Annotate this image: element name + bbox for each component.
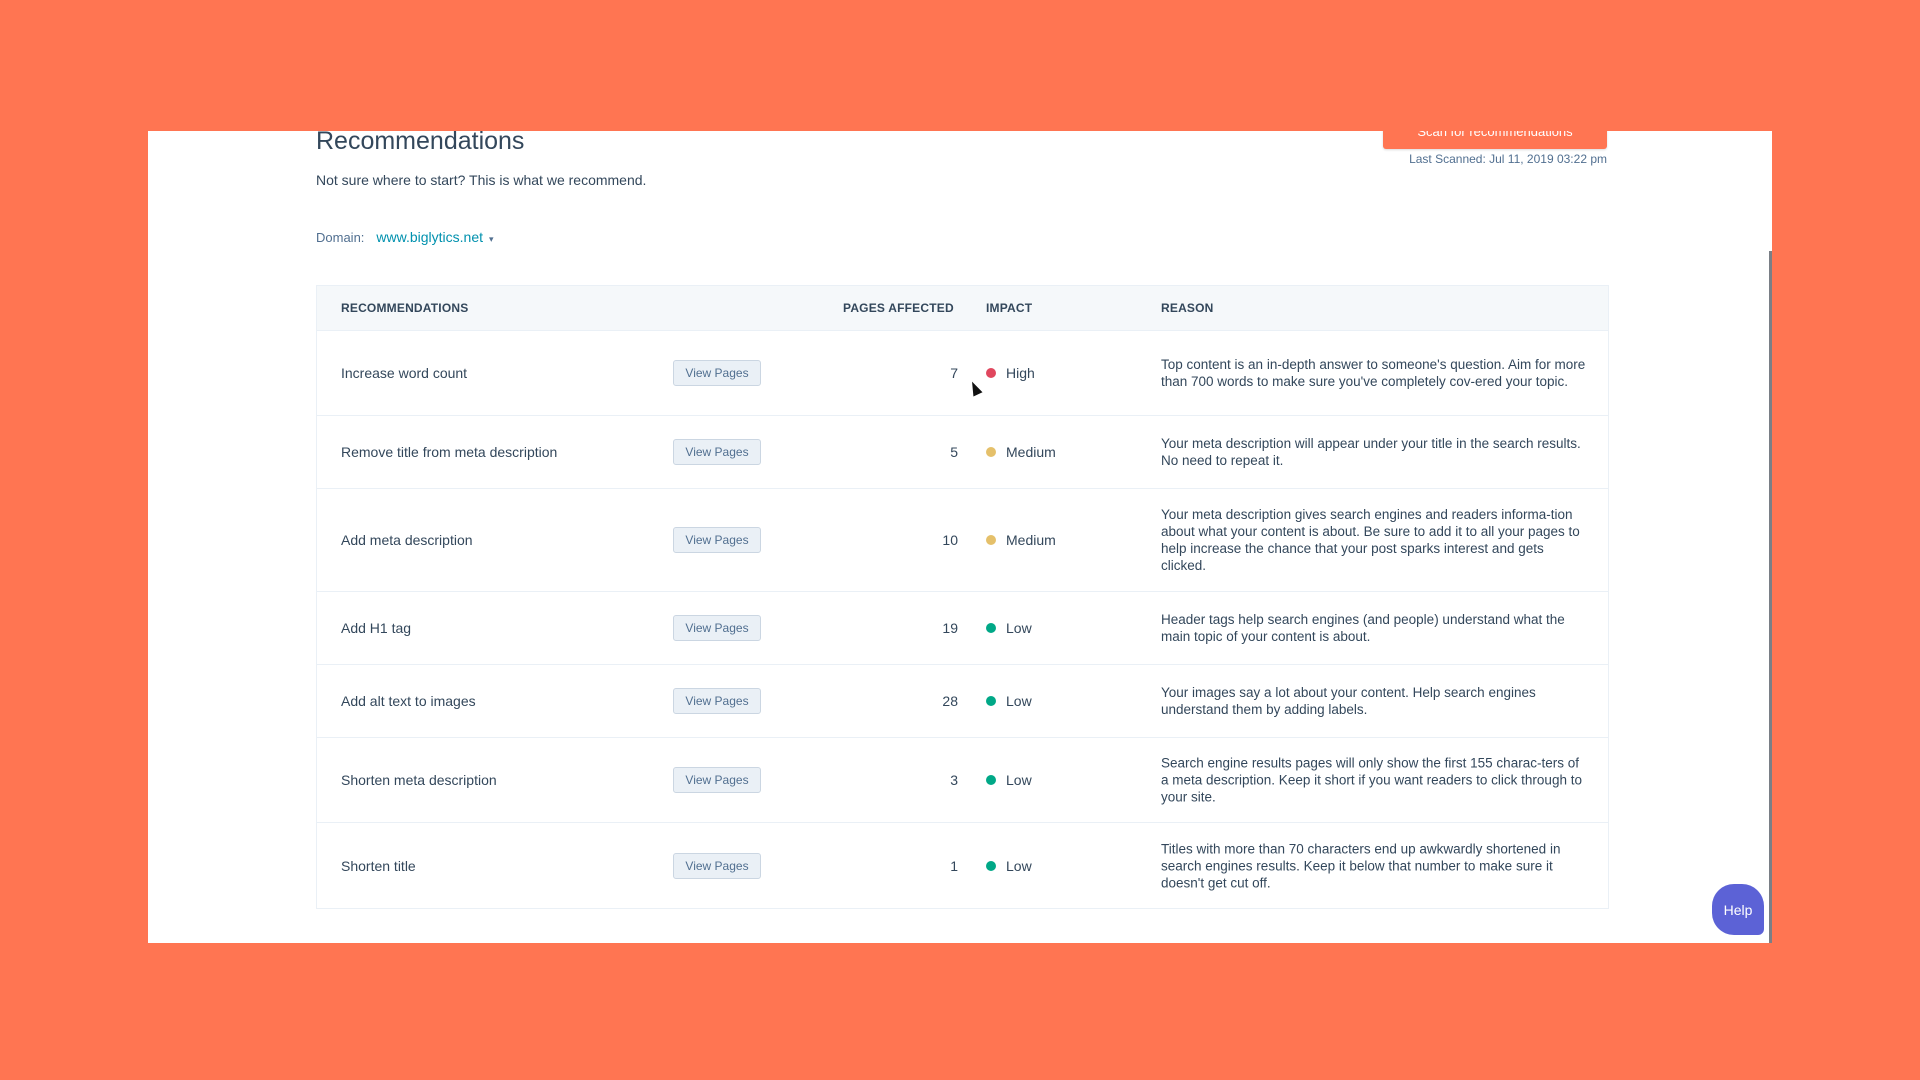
view-pages-button[interactable]: View Pages: [673, 615, 761, 641]
reason-text: Header tags help search engines (and peo…: [1161, 612, 1565, 644]
impact-badge: Low: [986, 772, 1032, 788]
column-header-pages-affected: PAGES AFFECTED: [843, 301, 954, 315]
impact-dot-icon: [986, 623, 996, 633]
domain-selector: Domain: www.biglytics.net ▾: [316, 229, 494, 245]
view-pages-button[interactable]: View Pages: [673, 360, 761, 386]
impact-dot-icon: [986, 447, 996, 457]
impact-badge: Low: [986, 858, 1032, 874]
column-header-impact: IMPACT: [986, 301, 1033, 315]
pages-affected: 19: [942, 620, 958, 636]
reason-text: Your meta description gives search engin…: [1161, 507, 1580, 573]
table-row: Add meta description View Pages 10 Mediu…: [317, 489, 1608, 592]
reason-text: Titles with more than 70 characters end …: [1161, 841, 1561, 890]
impact-badge: Medium: [986, 444, 1056, 460]
recommendation-name: Add H1 tag: [341, 620, 412, 636]
view-pages-button[interactable]: View Pages: [673, 527, 761, 553]
column-header-recommendations: RECOMMENDATIONS: [341, 301, 469, 315]
reason-text: Your images say a lot about your content…: [1161, 685, 1536, 717]
table-row: Increase word count View Pages 7 High To…: [317, 331, 1608, 416]
reason-text: Search engine results pages will only sh…: [1161, 755, 1582, 805]
impact-label: Medium: [1006, 532, 1056, 548]
scan-for-recommendations-button[interactable]: Scan for recommendations: [1383, 131, 1607, 149]
table-row: Add H1 tag View Pages 19 Low Header tags…: [317, 592, 1608, 665]
impact-badge: Low: [986, 693, 1032, 709]
impact-badge: Low: [986, 620, 1032, 636]
recommendations-table: RECOMMENDATIONS PAGES AFFECTED IMPACT RE…: [316, 285, 1609, 909]
impact-badge: High: [986, 365, 1035, 381]
last-scanned: Last Scanned: Jul 11, 2019 03:22 pm: [1409, 152, 1607, 166]
table-row: Shorten meta description View Pages 3 Lo…: [317, 738, 1608, 823]
impact-dot-icon: [986, 368, 996, 378]
pages-affected: 28: [942, 693, 958, 709]
pages-affected: 5: [950, 444, 958, 460]
recommendations-panel: Recommendations Not sure where to start?…: [148, 131, 1772, 943]
view-pages-button[interactable]: View Pages: [673, 439, 761, 465]
table-row: Remove title from meta description View …: [317, 416, 1608, 489]
table-row: Shorten title View Pages 1 Low Titles wi…: [317, 823, 1608, 908]
pages-affected: 1: [950, 857, 958, 874]
scrollbar[interactable]: [1769, 251, 1772, 943]
help-button[interactable]: Help: [1712, 884, 1764, 935]
impact-label: High: [1006, 365, 1035, 381]
recommendation-name: Add alt text to images: [341, 693, 476, 709]
impact-label: Low: [1006, 620, 1032, 636]
recommendation-name: Remove title from meta description: [341, 444, 558, 460]
domain-label: Domain:: [316, 229, 365, 245]
impact-label: Medium: [1006, 444, 1056, 460]
impact-label: Low: [1006, 693, 1032, 709]
column-header-reason: REASON: [1161, 301, 1214, 315]
table-row: Add alt text to images View Pages 28 Low…: [317, 665, 1608, 738]
domain-dropdown[interactable]: www.biglytics.net ▾: [376, 229, 493, 245]
impact-dot-icon: [986, 696, 996, 706]
recommendation-name: Shorten title: [341, 857, 416, 874]
table-header: RECOMMENDATIONS PAGES AFFECTED IMPACT RE…: [317, 286, 1608, 331]
impact-dot-icon: [986, 775, 996, 785]
impact-dot-icon: [986, 535, 996, 545]
view-pages-button[interactable]: View Pages: [673, 688, 761, 714]
view-pages-button[interactable]: View Pages: [673, 767, 761, 793]
chevron-down-icon[interactable]: ▾: [489, 234, 494, 244]
pages-affected: 3: [950, 772, 958, 788]
impact-label: Low: [1006, 857, 1032, 874]
recommendation-name: Add meta description: [341, 532, 473, 548]
recommendation-name: Shorten meta description: [341, 772, 497, 788]
impact-label: Low: [1006, 772, 1032, 788]
pages-affected: 10: [942, 532, 958, 548]
page-title: Recommendations: [316, 131, 525, 155]
impact-dot-icon: [986, 860, 996, 871]
page-subtitle: Not sure where to start? This is what we…: [316, 172, 647, 188]
view-pages-button[interactable]: View Pages: [673, 852, 761, 879]
reason-text: Top content is an in-depth answer to som…: [1161, 357, 1586, 389]
pages-affected: 7: [950, 365, 958, 381]
reason-text: Your meta description will appear under …: [1161, 436, 1581, 468]
recommendation-name: Increase word count: [341, 365, 468, 381]
domain-value[interactable]: www.biglytics.net: [376, 229, 484, 245]
impact-badge: Medium: [986, 532, 1056, 548]
